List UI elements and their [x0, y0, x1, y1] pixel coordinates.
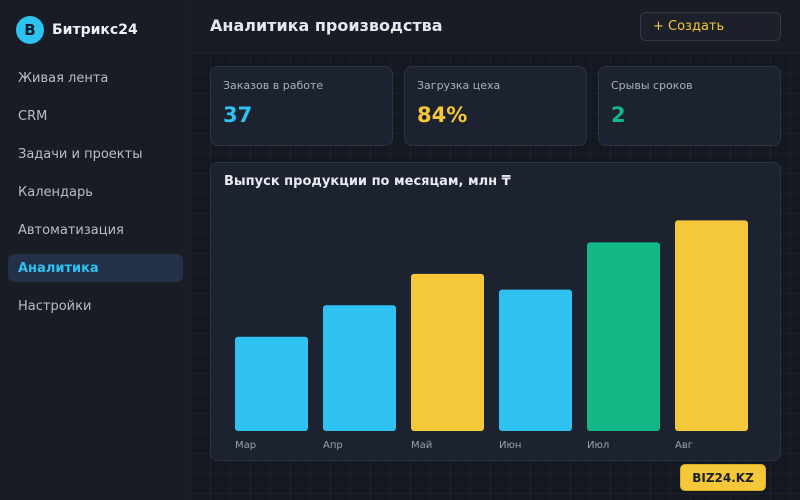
sidebar-nav: Живая лента CRM Задачи и проекты Календа…	[8, 64, 183, 330]
sidebar-item-tasks[interactable]: Задачи и проекты	[18, 146, 143, 162]
bar-Июн	[499, 289, 572, 431]
sidebar: B Битрикс24 Живая лента CRM Задачи и про…	[0, 0, 190, 500]
kpi-value: 37	[223, 103, 253, 127]
bar-Мар	[235, 336, 308, 431]
watermark-badge: BIZ24.KZ	[680, 464, 766, 491]
bar-Июл	[587, 242, 660, 431]
kpi-label: Заказов в работе	[223, 79, 324, 92]
sidebar-item-crm[interactable]: CRM	[18, 108, 48, 124]
bar-Апр	[323, 305, 396, 431]
brand-logo-icon: B	[16, 16, 44, 44]
top-header: Аналитика производства + Создать	[190, 0, 800, 53]
brand-name: Битрикс24	[52, 22, 138, 38]
kpi-label: Срывы сроков	[611, 79, 693, 92]
x-tick-label: Мар	[235, 440, 256, 451]
x-tick-label: Май	[411, 440, 432, 451]
sidebar-item-settings[interactable]: Настройки	[18, 298, 92, 314]
sidebar-item-automation[interactable]: Автоматизация	[18, 222, 124, 238]
brand[interactable]: B Битрикс24	[16, 16, 138, 44]
page-title: Аналитика производства	[210, 16, 443, 35]
bar-Авг	[675, 220, 748, 431]
x-tick-label: Авг	[675, 440, 693, 451]
sidebar-item-calendar[interactable]: Календарь	[18, 184, 93, 200]
kpi-card-orders: Заказов в работе 37	[210, 66, 393, 146]
x-tick-label: Июл	[587, 440, 609, 451]
kpi-label: Загрузка цеха	[417, 79, 501, 92]
x-tick-label: Апр	[323, 440, 343, 451]
kpi-card-delays: Срывы сроков 2	[598, 66, 781, 146]
sidebar-item-feed[interactable]: Живая лента	[18, 70, 109, 86]
bar-Май	[411, 273, 484, 431]
x-tick-label: Июн	[499, 440, 521, 451]
kpi-value: 2	[611, 103, 626, 127]
kpi-value: 84%	[417, 103, 468, 127]
chart-card: Мар Апр Май Июн Июл Авг Выпуск продукции по м…	[210, 162, 781, 461]
kpi-card-load: Загрузка цеха 84%	[404, 66, 587, 146]
create-button[interactable]: + Создать	[640, 12, 781, 41]
sidebar-item-analytics[interactable]: Аналитика	[8, 254, 183, 282]
chart-title: Выпуск продукции по месяцам, млн ₸	[224, 174, 511, 189]
bar-chart: Мар Апр Май Июн Июл Авг	[235, 220, 748, 451]
